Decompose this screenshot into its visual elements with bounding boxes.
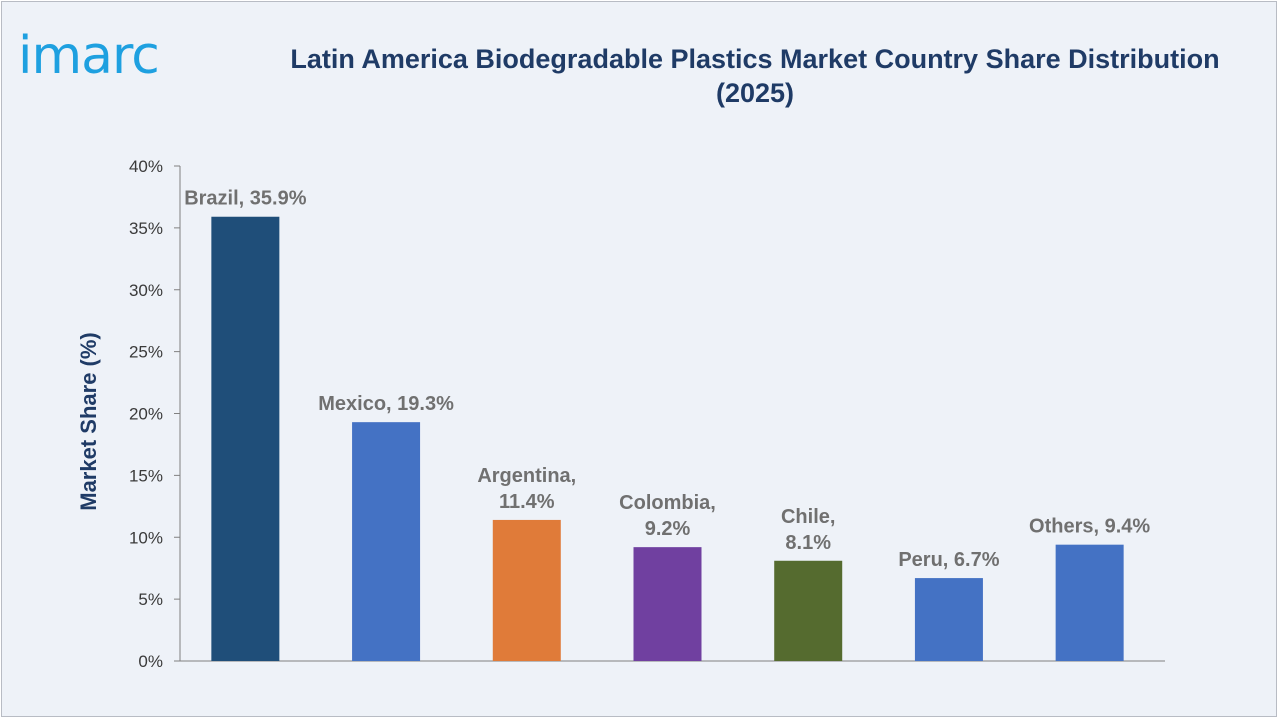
y-tick-label: 15% xyxy=(129,466,163,485)
y-tick-label: 0% xyxy=(138,652,163,671)
imarc-logo: imarc xyxy=(18,12,208,86)
y-tick-label: 5% xyxy=(138,590,163,609)
bar-mexico xyxy=(352,422,421,661)
y-tick-label: 30% xyxy=(129,281,163,300)
bar-colombia xyxy=(633,547,702,661)
bar-others xyxy=(1055,544,1124,661)
data-label-peru: Peru, 6.7% xyxy=(898,549,999,571)
bar-chile xyxy=(774,560,843,661)
data-label-others: Others, 9.4% xyxy=(1029,516,1150,538)
bar-peru xyxy=(914,578,983,661)
y-tick-label: 40% xyxy=(129,157,163,176)
data-label-argentina: 11.4% xyxy=(499,491,555,513)
data-label-colombia: 9.2% xyxy=(645,518,691,540)
data-label-chile: 8.1% xyxy=(785,532,831,554)
data-label-colombia: Colombia, xyxy=(619,492,716,514)
data-label-brazil: Brazil, 35.9% xyxy=(184,188,307,210)
bar-argentina xyxy=(492,519,561,661)
y-axis-title: Market Share (%) xyxy=(76,332,101,511)
data-label-argentina: Argentina, xyxy=(477,465,576,487)
y-tick-label: 10% xyxy=(129,528,163,547)
bar-brazil xyxy=(211,216,280,662)
y-tick-label: 25% xyxy=(129,343,163,362)
y-tick-label: 20% xyxy=(129,405,163,424)
data-label-chile: Chile, xyxy=(781,506,835,528)
data-label-mexico: Mexico, 19.3% xyxy=(318,393,454,415)
y-tick-label: 35% xyxy=(129,219,163,238)
logo-text: imarc xyxy=(18,26,160,86)
chart-title: Latin America Biodegradable Plastics Mar… xyxy=(290,44,1220,108)
